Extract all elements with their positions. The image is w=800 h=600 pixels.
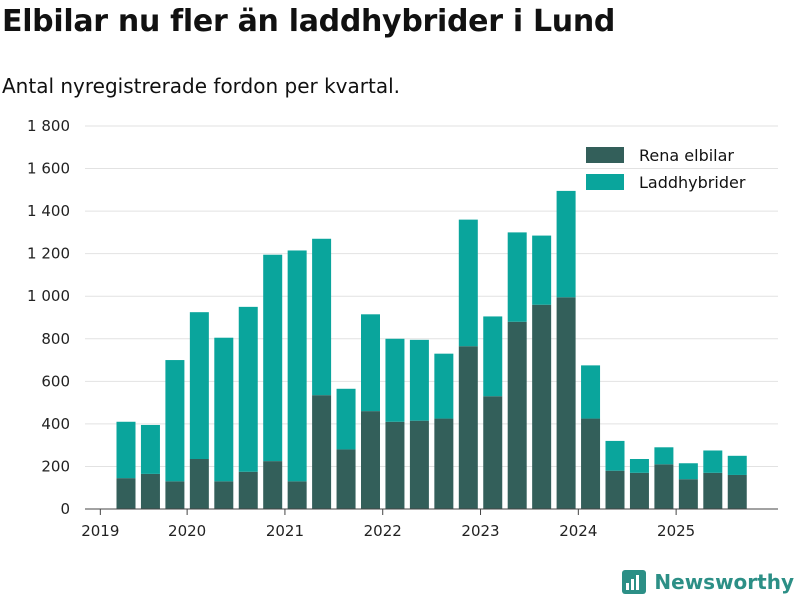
bar-rena-elbilar xyxy=(385,421,405,509)
bar-laddhybrider xyxy=(140,424,160,474)
x-tick-label: 2022 xyxy=(364,522,402,540)
bar-laddhybrider xyxy=(703,450,723,473)
y-tick-label: 1 800 xyxy=(27,117,70,135)
bar-rena-elbilar xyxy=(361,411,380,509)
bar-laddhybrider xyxy=(507,232,527,322)
y-tick-label: 1 400 xyxy=(27,202,70,220)
y-tick-label: 200 xyxy=(41,457,70,475)
legend-label: Laddhybrider xyxy=(639,173,746,192)
bar-laddhybrider xyxy=(189,312,209,459)
bar-laddhybrider xyxy=(605,440,625,471)
bar-rena-elbilar xyxy=(214,481,234,509)
bar-rena-elbilar xyxy=(507,321,527,509)
bar-laddhybrider xyxy=(238,306,258,472)
bar-rena-elbilar xyxy=(654,464,674,509)
x-tick-label: 2025 xyxy=(657,522,695,540)
bar-rena-elbilar xyxy=(605,470,625,509)
y-tick-label: 400 xyxy=(41,415,70,433)
bar-rena-elbilar xyxy=(189,458,209,509)
bar-laddhybrider xyxy=(458,219,478,347)
bar-rena-elbilar xyxy=(165,481,185,509)
x-tick-label: 2019 xyxy=(81,522,119,540)
legend-swatch xyxy=(586,147,624,163)
bar-laddhybrider xyxy=(678,463,698,480)
x-tick-label: 2024 xyxy=(559,522,597,540)
bar-laddhybrider xyxy=(287,250,307,482)
bar-laddhybrider xyxy=(434,353,454,419)
y-tick-label: 1 200 xyxy=(27,245,70,263)
bar-laddhybrider xyxy=(336,388,356,450)
bar-rena-elbilar xyxy=(312,395,332,509)
y-tick-label: 1 600 xyxy=(27,160,70,178)
bar-laddhybrider xyxy=(361,314,380,412)
bar-rena-elbilar xyxy=(483,396,503,509)
bar-laddhybrider xyxy=(312,238,332,396)
bar-laddhybrider xyxy=(556,190,576,298)
bar-rena-elbilar xyxy=(238,471,258,509)
y-tick-label: 0 xyxy=(60,500,70,518)
brand-name: Newsworthy xyxy=(654,570,794,594)
bar-rena-elbilar xyxy=(556,297,576,509)
bar-rena-elbilar xyxy=(434,418,454,509)
bar-rena-elbilar xyxy=(703,472,723,509)
legend-label: Rena elbilar xyxy=(639,146,734,165)
chart-subtitle: Antal nyregistrerade fordon per kvartal. xyxy=(2,74,401,98)
bar-rena-elbilar xyxy=(287,481,307,509)
bar-laddhybrider xyxy=(385,338,405,422)
bar-rena-elbilar xyxy=(727,474,747,509)
bar-rena-elbilar xyxy=(532,304,552,509)
chart-title: Elbilar nu fler än laddhybrider i Lund xyxy=(2,4,616,39)
bar-laddhybrider xyxy=(483,316,503,397)
bar-rena-elbilar xyxy=(263,461,283,509)
bar-rena-elbilar xyxy=(678,479,698,509)
y-tick-label: 600 xyxy=(41,372,70,390)
bar-rena-elbilar xyxy=(140,473,160,509)
bar-laddhybrider xyxy=(116,421,136,479)
bar-laddhybrider xyxy=(654,447,674,465)
bar-chart-icon xyxy=(622,570,647,594)
bar-rena-elbilar xyxy=(336,449,356,509)
bar-laddhybrider xyxy=(581,365,601,419)
bar-rena-elbilar xyxy=(629,472,649,509)
bar-laddhybrider xyxy=(165,360,185,482)
bar-rena-elbilar xyxy=(581,418,601,509)
bar-laddhybrider xyxy=(409,339,429,421)
y-tick-label: 1 000 xyxy=(27,287,70,305)
x-tick-label: 2021 xyxy=(266,522,304,540)
legend-swatch xyxy=(586,174,624,190)
bar-laddhybrider xyxy=(214,337,234,482)
bar-laddhybrider xyxy=(629,458,649,473)
x-tick-label: 2020 xyxy=(168,522,206,540)
bar-laddhybrider xyxy=(727,455,747,475)
newsworthy-logo: Newsworthy xyxy=(622,570,794,594)
x-tick-label: 2023 xyxy=(461,522,499,540)
bar-rena-elbilar xyxy=(409,420,429,509)
bar-rena-elbilar xyxy=(458,346,478,509)
bar-laddhybrider xyxy=(532,235,552,305)
bar-laddhybrider xyxy=(263,254,283,462)
y-tick-label: 800 xyxy=(41,330,70,348)
bar-rena-elbilar xyxy=(116,478,136,509)
